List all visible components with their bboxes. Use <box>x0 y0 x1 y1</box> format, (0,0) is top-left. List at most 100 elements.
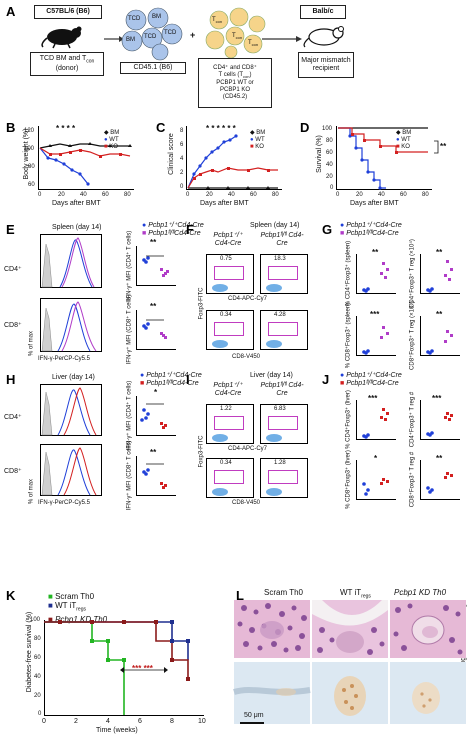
tcon-cells-cluster <box>205 7 266 59</box>
panel-h-dot-axes-2 <box>136 456 176 496</box>
panel-b-legend: ◆ BM ● WT ■ KO <box>104 130 119 151</box>
insulin-texture-wt <box>334 676 366 716</box>
panel-h-legend-ko: ■ Pcbp1ᶠˡ/ᶠˡCd4-Cre <box>140 380 199 387</box>
panel-b-legend-bm: ◆ BM <box>104 130 120 136</box>
panel-g-axes-3 <box>356 316 396 356</box>
panel-f-col1: Pcbp1⁺/⁺ Cd4-Cre <box>213 232 243 247</box>
panel-k-ytick-2: 60 <box>34 655 41 661</box>
panel-h-title: Liver (day 14) <box>52 374 95 381</box>
panel-k-xtick-2: 4 <box>106 718 110 725</box>
panel-c-curves <box>187 134 278 189</box>
donor-strain-box: C57BL/6 (B6) <box>34 5 102 19</box>
panel-g-axes-4 <box>420 316 460 356</box>
he-texture-wt <box>312 600 388 655</box>
panel-k-ytick-3: 40 <box>34 674 41 680</box>
panel-label-i: I <box>186 372 190 387</box>
panel-c-axes <box>186 126 282 190</box>
panel-e-dot-axes-1 <box>136 246 176 286</box>
he-texture-kd <box>393 603 463 655</box>
panel-c-ytick-4: 0 <box>180 184 184 190</box>
panel-d-ytick-5: 0 <box>330 185 334 191</box>
panel-i-value-3: 0.34 <box>220 460 232 466</box>
recipient-text-box: Major mismatch recipient <box>298 52 354 78</box>
panel-d-axes <box>336 126 432 190</box>
panel-k-stars: *** *** <box>132 664 153 673</box>
panel-b-ko-line <box>39 147 131 157</box>
panel-j-axes-2 <box>420 400 460 440</box>
panel-g-legend-wt: ● Pcbp1⁺/⁺Cd4-Cre <box>340 222 402 229</box>
recipient-strain: Balb/c <box>312 8 334 15</box>
panel-c-xtick-2: 40 <box>228 192 235 198</box>
panel-k-xtick-5: 10 <box>198 718 206 725</box>
panel-c-wt-line <box>187 135 237 189</box>
panel-g-sig-1: ** <box>372 248 379 257</box>
panel-f-gate-1 <box>214 266 244 280</box>
tcon-desc-line-3: PCBP1 WT or <box>216 80 254 87</box>
panel-l-scale-bar <box>240 722 264 724</box>
panel-i-col2: Pcbp1ᶠˡ/ᶠˡ Cd4-Cre <box>260 382 304 397</box>
panel-f-gate-4 <box>268 322 298 336</box>
tcon-desc-line-4: PCBP1 KO <box>219 87 250 94</box>
tcon-cell-label-1: Tcon <box>212 17 223 25</box>
panel-label-f: F <box>186 222 194 237</box>
panel-f-xlabel-2: CD8-V450 <box>232 354 261 360</box>
panel-d-xlabel: Days after BMT <box>350 200 399 207</box>
panel-e-legend-ko: ■ Pcbp1ᶠˡ/ᶠˡCd4-Cre <box>142 230 201 237</box>
panel-i-value-1: 1.22 <box>220 406 232 412</box>
panel-l-col-3: Pcbp1 KD Th0 <box>394 588 447 597</box>
panel-e-sig-2: ** <box>150 302 157 311</box>
recipient-strain-box: Balb/c <box>300 5 346 19</box>
panel-j-sig-3: * <box>374 454 378 463</box>
panel-label-k: K <box>6 588 16 603</box>
panel-k-legend-scram: ■ Scram Th0 <box>48 592 95 601</box>
donor-text-box: TCD BM and Tcon (donor) <box>30 52 104 76</box>
panel-d-xtick-2: 40 <box>378 192 385 198</box>
panel-d-xtick-1: 20 <box>356 192 363 198</box>
panel-b-bm-line <box>39 143 130 149</box>
panel-k-legend: ■ Scram Th0 ■ WT iTregs ■ Pcbp1 KD Th0 <box>48 592 107 624</box>
panel-j-axes-4 <box>420 460 460 500</box>
panel-h-hist-curves-2 <box>41 447 97 496</box>
panel-k-axes <box>44 620 204 716</box>
panel-d-xtick-3: 60 <box>400 192 407 198</box>
panel-c-stars: * * * * * * <box>206 124 236 133</box>
panel-j-sig-2: *** <box>432 394 442 403</box>
panel-c-legend: ◆ BM ● WT ■ KO <box>250 130 265 151</box>
panel-h-xlabel: IFN-γ-PerCP-Cy5.5 <box>38 500 91 506</box>
panel-f-value-4: 4.28 <box>274 312 286 318</box>
panel-g-legend: ● Pcbp1⁺/⁺Cd4-Cre ■ Pcbp1ᶠˡ/ᶠˡCd4-Cre <box>340 222 402 238</box>
panel-g-sig-2: ** <box>436 248 443 257</box>
panel-b-ytick-0: 120 <box>24 128 35 134</box>
panel-k-legend-wt: ■ WT iTregs <box>48 601 86 613</box>
panel-d-legend-bm: ◆ BM <box>396 130 412 136</box>
cells-label-box: CD45.1 (B6) <box>120 62 186 74</box>
tcon-desc-line-2: T cells (Tcon) <box>218 71 252 80</box>
panel-k-ytick-5: 0 <box>38 711 42 717</box>
panel-h-sig-1: * <box>154 388 158 397</box>
panel-b-xlabel: Days after BMT <box>52 200 101 207</box>
cell-bm-1: BM <box>152 14 161 20</box>
panel-b-xtick-3: 60 <box>102 192 109 198</box>
panel-e-row2: CD8⁺ <box>4 322 22 329</box>
panel-j-axes-1 <box>356 400 396 440</box>
insulin-texture-kd <box>412 682 440 714</box>
panel-d-legend-wt: ● WT <box>396 137 411 143</box>
panel-i-value-4: 1.28 <box>274 460 286 466</box>
panel-c-ytick-1: 6 <box>180 142 184 148</box>
cell-tcd-1: TCD <box>128 16 141 22</box>
panel-d-xtick-0: 0 <box>336 192 340 198</box>
panel-g-axes-1 <box>356 254 396 294</box>
panel-c-ytick-3: 2 <box>180 170 184 176</box>
panel-d-ylabel: Survival (%) <box>316 135 323 173</box>
panel-g-sig-3: *** <box>370 310 380 319</box>
cell-tcd-3: TCD <box>164 30 177 36</box>
panel-h-legend-wt: ● Pcbp1⁺/⁺Cd4-Cre <box>140 372 202 379</box>
panel-i-gate-1 <box>214 416 244 430</box>
panel-b-ytick-3: 60 <box>28 182 35 188</box>
panel-b-curves <box>39 142 132 186</box>
panel-c-xtick-0: 0 <box>186 192 190 198</box>
panel-e-ylabel: % of max <box>28 331 35 357</box>
panel-h-dot-ylabel-2: IFN-γ⁺ MFI (CD8⁺ T cells) <box>126 440 133 511</box>
panel-b-ytick-2: 80 <box>28 164 35 170</box>
panel-c-ko-line <box>187 167 278 189</box>
